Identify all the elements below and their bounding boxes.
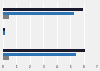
Bar: [3, 15, 9, 19]
Bar: [3, 12, 74, 15]
Bar: [3, 56, 10, 60]
Bar: [3, 49, 85, 52]
Bar: [3, 8, 83, 11]
Bar: [3, 28, 5, 31]
Bar: [3, 31, 5, 35]
Bar: [3, 53, 76, 56]
